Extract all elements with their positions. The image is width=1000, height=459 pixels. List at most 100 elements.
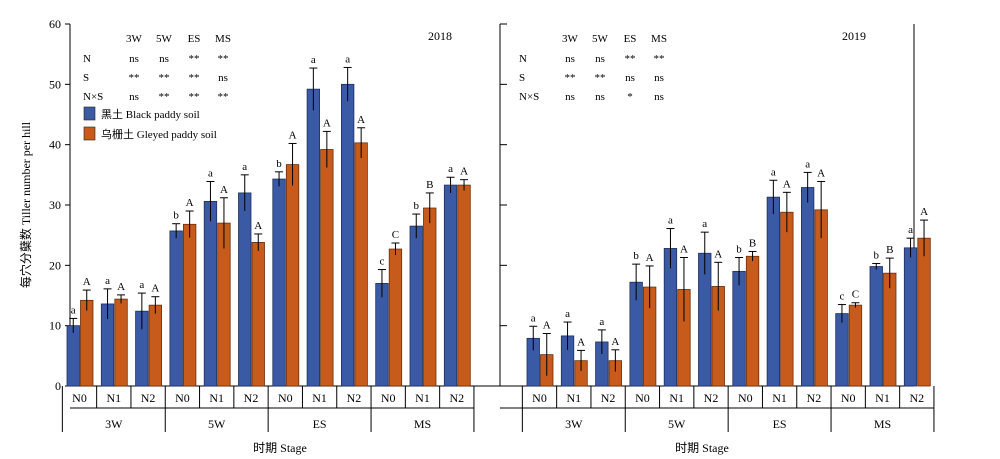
sig-value: ns: [129, 53, 139, 65]
significance-letter-gleyed: A: [323, 117, 331, 129]
significance-letter-gleyed: A: [577, 336, 585, 348]
significance-letter-gleyed: A: [646, 252, 654, 264]
significance-letter-black: c: [840, 291, 845, 303]
x-tick-label: N2: [449, 391, 464, 405]
sig-value: ns: [159, 53, 169, 65]
significance-letter-gleyed: B: [426, 179, 433, 191]
sig-header: ES: [188, 33, 201, 45]
significance-letter-black: b: [874, 250, 880, 262]
y-tick-label: 0: [55, 379, 61, 393]
sig-value: **: [595, 72, 606, 84]
sig-value: **: [159, 72, 170, 84]
sig-value: ns: [218, 72, 228, 84]
bar-gleyed-soil: [848, 304, 863, 387]
y-tick-label: 50: [49, 77, 61, 91]
x-tick-label: N1: [772, 391, 787, 405]
sig-value: **: [565, 72, 576, 84]
x-tick-label: N1: [669, 391, 684, 405]
bar-black-soil: [801, 187, 815, 387]
sig-header: MS: [651, 33, 667, 45]
bar-black-soil: [272, 178, 286, 387]
stage-label: 3W: [565, 417, 583, 431]
sig-value: **: [159, 91, 170, 103]
significance-letter-gleyed: A: [460, 166, 468, 178]
sig-value: **: [129, 72, 140, 84]
significance-letter-gleyed: A: [220, 184, 228, 196]
significance-letter-black: a: [702, 218, 707, 230]
significance-letter-gleyed: A: [254, 220, 262, 232]
sig-row-label: N×S: [519, 91, 539, 103]
bar-gleyed-soil: [320, 149, 334, 387]
bar-gleyed-soil: [780, 211, 794, 387]
bar-black-soil: [203, 200, 218, 387]
x-tick-label: N1: [209, 391, 224, 405]
significance-letter-gleyed: A: [680, 243, 688, 255]
bar-gleyed-soil: [285, 164, 300, 387]
stage-label: 3W: [105, 417, 123, 431]
significance-letter-black: a: [345, 53, 350, 65]
x-tick-label: N2: [909, 391, 924, 405]
significance-letter-black: a: [565, 308, 570, 320]
bar-black-soil: [66, 325, 80, 387]
stage-label: MS: [874, 417, 891, 431]
significance-letter-black: b: [276, 158, 282, 170]
bar-black-soil: [869, 266, 883, 387]
y-axis-label: 每穴分蘖数 Tiller number per hill: [18, 121, 33, 288]
x-tick-label: N0: [381, 391, 396, 405]
x-tick-label: N1: [312, 391, 327, 405]
sig-header: ES: [624, 33, 637, 45]
bar-gleyed-soil: [182, 223, 197, 387]
year-label: 2019: [842, 29, 866, 43]
stage-label: 5W: [668, 417, 686, 431]
sig-value: **: [218, 91, 229, 103]
bar-black-soil: [766, 196, 780, 387]
bar-black-soil: [375, 283, 389, 387]
x-tick-label: N2: [601, 391, 616, 405]
bar-black-soil: [663, 248, 678, 387]
bar-black-soil: [903, 247, 918, 387]
significance-letter-black: a: [139, 279, 144, 291]
significance-letter-black: a: [311, 54, 316, 66]
significance-letter-black: a: [805, 158, 810, 170]
significance-letter-black: a: [531, 312, 536, 324]
sig-header: 3W: [562, 33, 579, 45]
significance-letter-gleyed: A: [83, 276, 91, 288]
significance-letter-gleyed: A: [920, 206, 928, 218]
sig-value: ns: [565, 53, 575, 65]
significance-letter-gleyed: A: [151, 283, 159, 295]
bar-black-soil: [238, 192, 252, 387]
stage-label: ES: [313, 417, 327, 431]
sig-value: *: [627, 91, 633, 103]
y-tick-label: 10: [49, 319, 61, 333]
y-tick-label: 20: [49, 258, 61, 272]
sig-value: **: [625, 53, 636, 65]
bar-black-soil: [443, 184, 458, 387]
x-tick-label: N2: [141, 391, 156, 405]
bar-black-soil: [306, 88, 321, 387]
bar-black-soil: [835, 313, 849, 387]
significance-letter-gleyed: A: [783, 178, 791, 190]
significance-letter-black: a: [208, 167, 213, 179]
x-tick-label: N2: [244, 391, 259, 405]
sig-value: **: [218, 53, 229, 65]
x-tick-label: N0: [72, 391, 87, 405]
significance-letter-black: a: [771, 166, 776, 178]
bar-black-soil: [732, 270, 746, 387]
sig-header: 5W: [156, 33, 173, 45]
x-tick-label: N2: [807, 391, 822, 405]
x-tick-label: N0: [635, 391, 650, 405]
significance-letter-gleyed: B: [749, 237, 756, 249]
bar-black-soil: [340, 83, 355, 387]
sig-value: ns: [595, 91, 605, 103]
significance-letter-gleyed: A: [817, 167, 825, 179]
sig-value: ns: [654, 91, 664, 103]
significance-letter-gleyed: A: [611, 336, 619, 348]
legend-swatch: [83, 126, 96, 141]
significance-letter-black: b: [633, 250, 639, 262]
x-tick-label: N0: [738, 391, 753, 405]
sig-row-label: N×S: [83, 91, 103, 103]
sig-value: ns: [129, 91, 139, 103]
significance-letter-gleyed: B: [886, 244, 893, 256]
bar-gleyed-soil: [457, 184, 471, 387]
